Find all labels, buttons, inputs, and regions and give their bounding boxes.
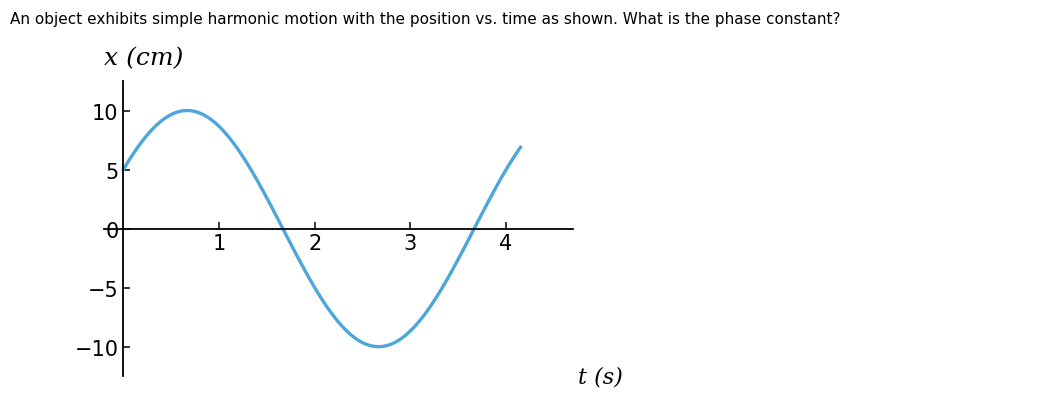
- Text: x (cm): x (cm): [104, 47, 183, 70]
- Text: An object exhibits simple harmonic motion with the position vs. time as shown. W: An object exhibits simple harmonic motio…: [10, 12, 841, 27]
- Text: t (s): t (s): [578, 365, 622, 387]
